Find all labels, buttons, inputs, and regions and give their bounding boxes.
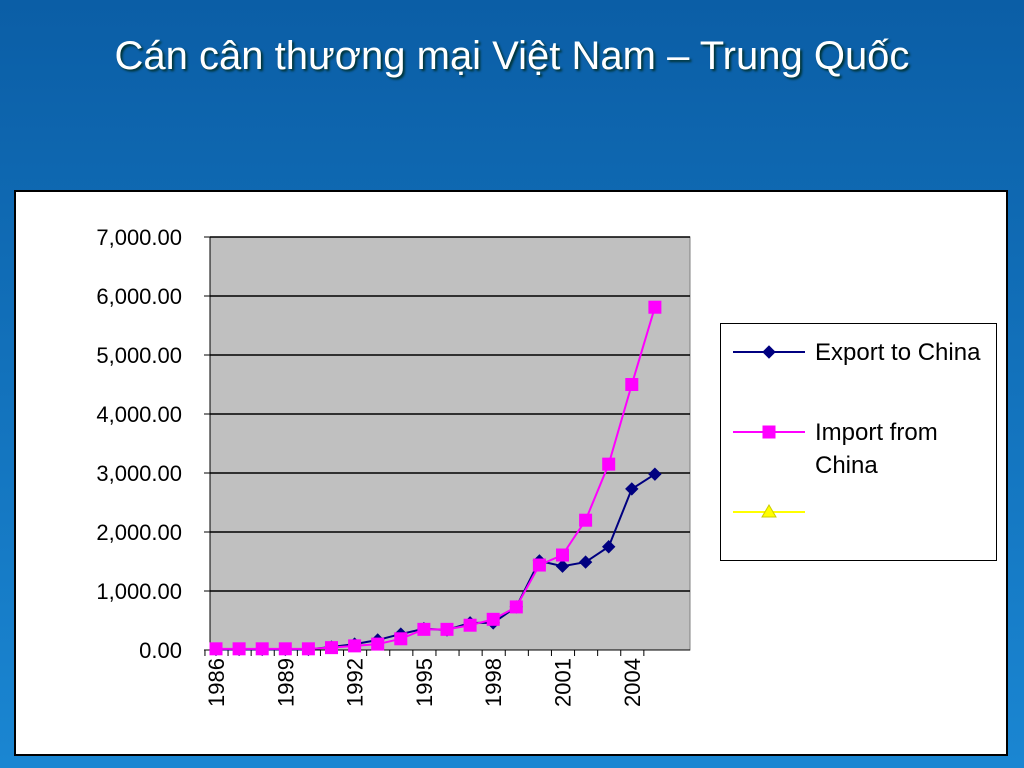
point [209,642,223,656]
point [463,618,477,632]
point [601,540,616,554]
y-tick-label: 6,000.00 [96,284,182,309]
point [762,345,776,359]
x-tick-label: 1995 [412,658,437,707]
point [532,558,546,572]
point [325,641,338,655]
point [348,639,362,653]
legend: Export to China Import from China [720,323,997,561]
x-tick-label: 2001 [551,658,576,707]
point [556,548,569,562]
point [625,482,639,496]
point [578,555,593,569]
point [602,457,616,471]
point [579,513,593,527]
point [255,642,269,656]
point [371,637,385,651]
point [648,467,662,481]
legend-label: Import from China [815,419,938,479]
point [440,622,454,636]
point [486,612,500,626]
y-tick-label: 5,000.00 [96,343,182,368]
y-tick-label: 0.00 [139,638,182,663]
legend-label: Export to China [815,339,981,366]
slide-title: Cán cân thương mại Việt Nam – Trung Quốc [114,34,910,78]
point [278,642,292,656]
x-tick-label: 1998 [481,658,506,707]
plot-area [209,236,691,651]
point [648,300,662,314]
legend-swatch [733,425,805,439]
x-tick-label: 1989 [273,658,298,707]
point [509,600,523,614]
y-tick-label: 4,000.00 [96,402,182,427]
x-tick-label: 2004 [620,658,645,707]
x-tick-label: 1992 [343,658,368,707]
point [301,642,315,656]
legend-swatch [733,345,805,359]
y-tick-label: 7,000.00 [96,225,182,250]
point [232,642,246,656]
point [555,559,570,573]
point [394,632,408,646]
y-tick-label: 2,000.00 [96,520,182,545]
legend-swatch [733,504,805,518]
point [762,425,776,439]
point [417,622,431,636]
point [625,378,639,391]
y-tick-label: 1,000.00 [96,579,182,604]
x-tick-label: 1986 [204,658,229,707]
point [761,504,777,518]
y-tick-label: 3,000.00 [96,461,182,486]
